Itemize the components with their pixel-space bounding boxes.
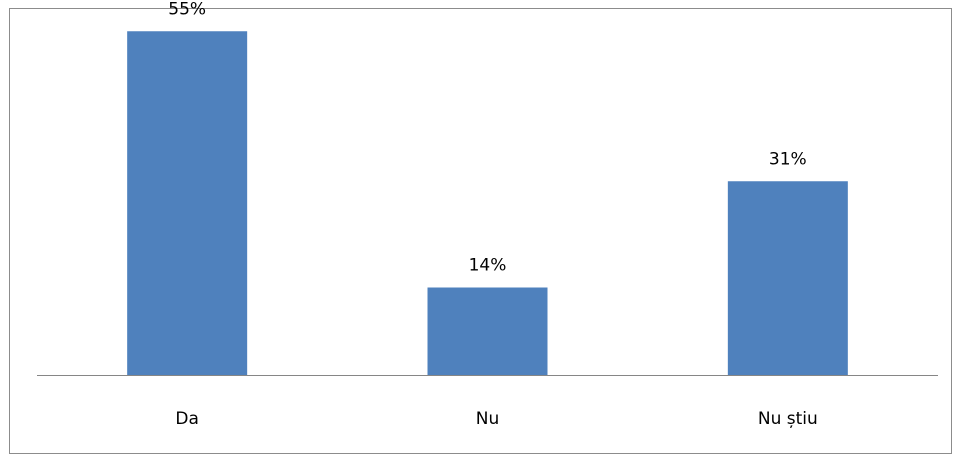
category-labels-group: Da Nu Nu știu xyxy=(175,409,817,429)
bar-3 xyxy=(727,181,848,375)
bar-1 xyxy=(127,31,248,375)
data-label-2: 14% xyxy=(469,256,507,276)
category-label-1: Da xyxy=(175,409,199,429)
category-label-2: Nu xyxy=(476,409,500,429)
data-label-3: 31% xyxy=(769,149,807,169)
data-label-1: 55% xyxy=(168,0,206,19)
bars-group xyxy=(127,31,848,375)
category-label-3: Nu știu xyxy=(758,409,818,429)
bar-2 xyxy=(427,287,548,375)
value-labels-group: 55% 14% 31% xyxy=(168,0,806,276)
